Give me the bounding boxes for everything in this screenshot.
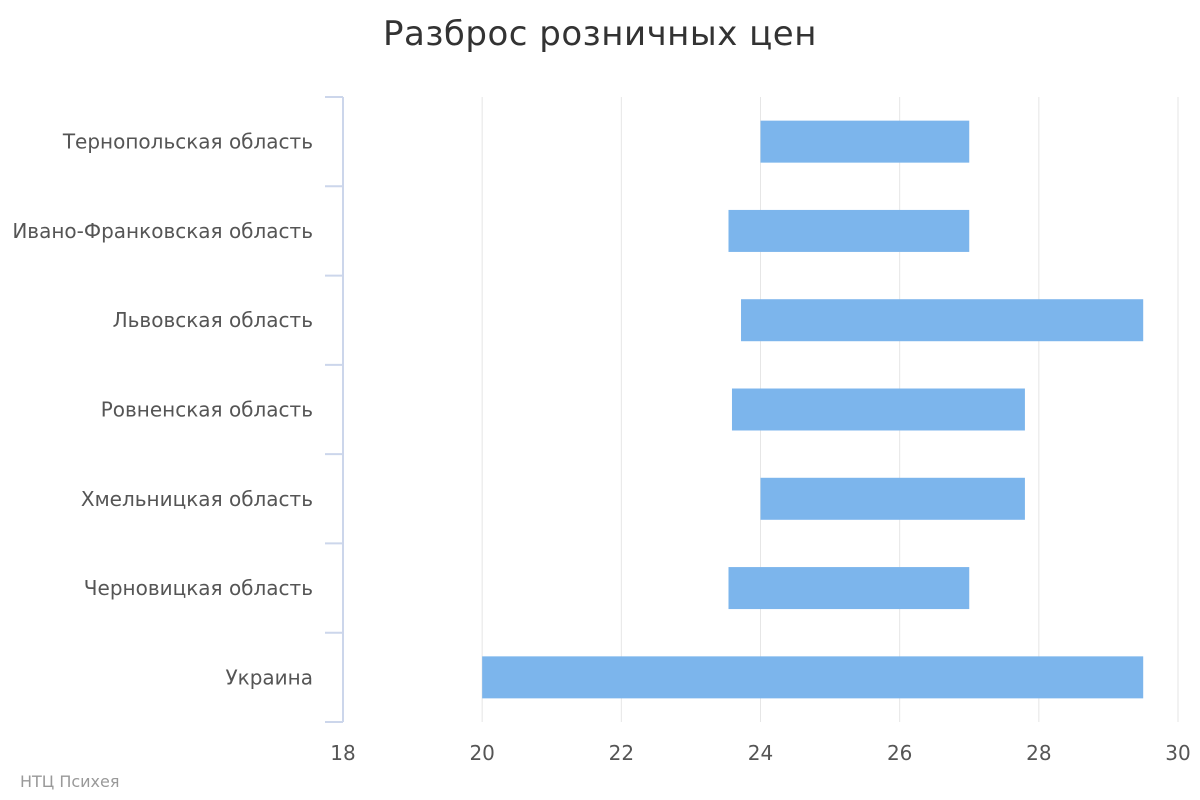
category-label-1: Ивано-Франковская область — [12, 219, 313, 243]
bars — [482, 120, 1144, 699]
range-bar-5 — [728, 567, 970, 610]
x-tick-label-24: 24 — [748, 741, 773, 765]
category-label-5: Черновицкая область — [84, 576, 313, 600]
range-bar-1 — [728, 209, 970, 252]
range-bar-6 — [482, 656, 1144, 699]
range-bar-3 — [731, 388, 1025, 431]
category-label-0: Тернопольская область — [62, 130, 313, 154]
range-bar-2 — [741, 299, 1144, 342]
chart-title: Разброс розничных цен — [383, 14, 817, 54]
x-tick-label-28: 28 — [1026, 741, 1051, 765]
category-label-3: Ровненская область — [101, 398, 313, 422]
x-tick-label-20: 20 — [469, 741, 494, 765]
labels: 18 20 22 24 26 28 30 Тернопольская область Ивано… — [12, 130, 1190, 765]
x-tick-label-22: 22 — [609, 741, 634, 765]
axes — [325, 96, 344, 723]
range-bar-0 — [760, 120, 970, 163]
range-bar-4 — [760, 477, 1025, 520]
x-tick-label-18: 18 — [330, 741, 355, 765]
category-label-2: Львовская область — [113, 308, 313, 332]
category-label-6: Украина — [225, 665, 313, 689]
x-tick-label-26: 26 — [887, 741, 912, 765]
x-tick-label-30: 30 — [1165, 741, 1190, 765]
category-label-4: Хмельницкая область — [81, 487, 313, 511]
credits[interactable]: НТЦ Психея — [20, 772, 120, 791]
